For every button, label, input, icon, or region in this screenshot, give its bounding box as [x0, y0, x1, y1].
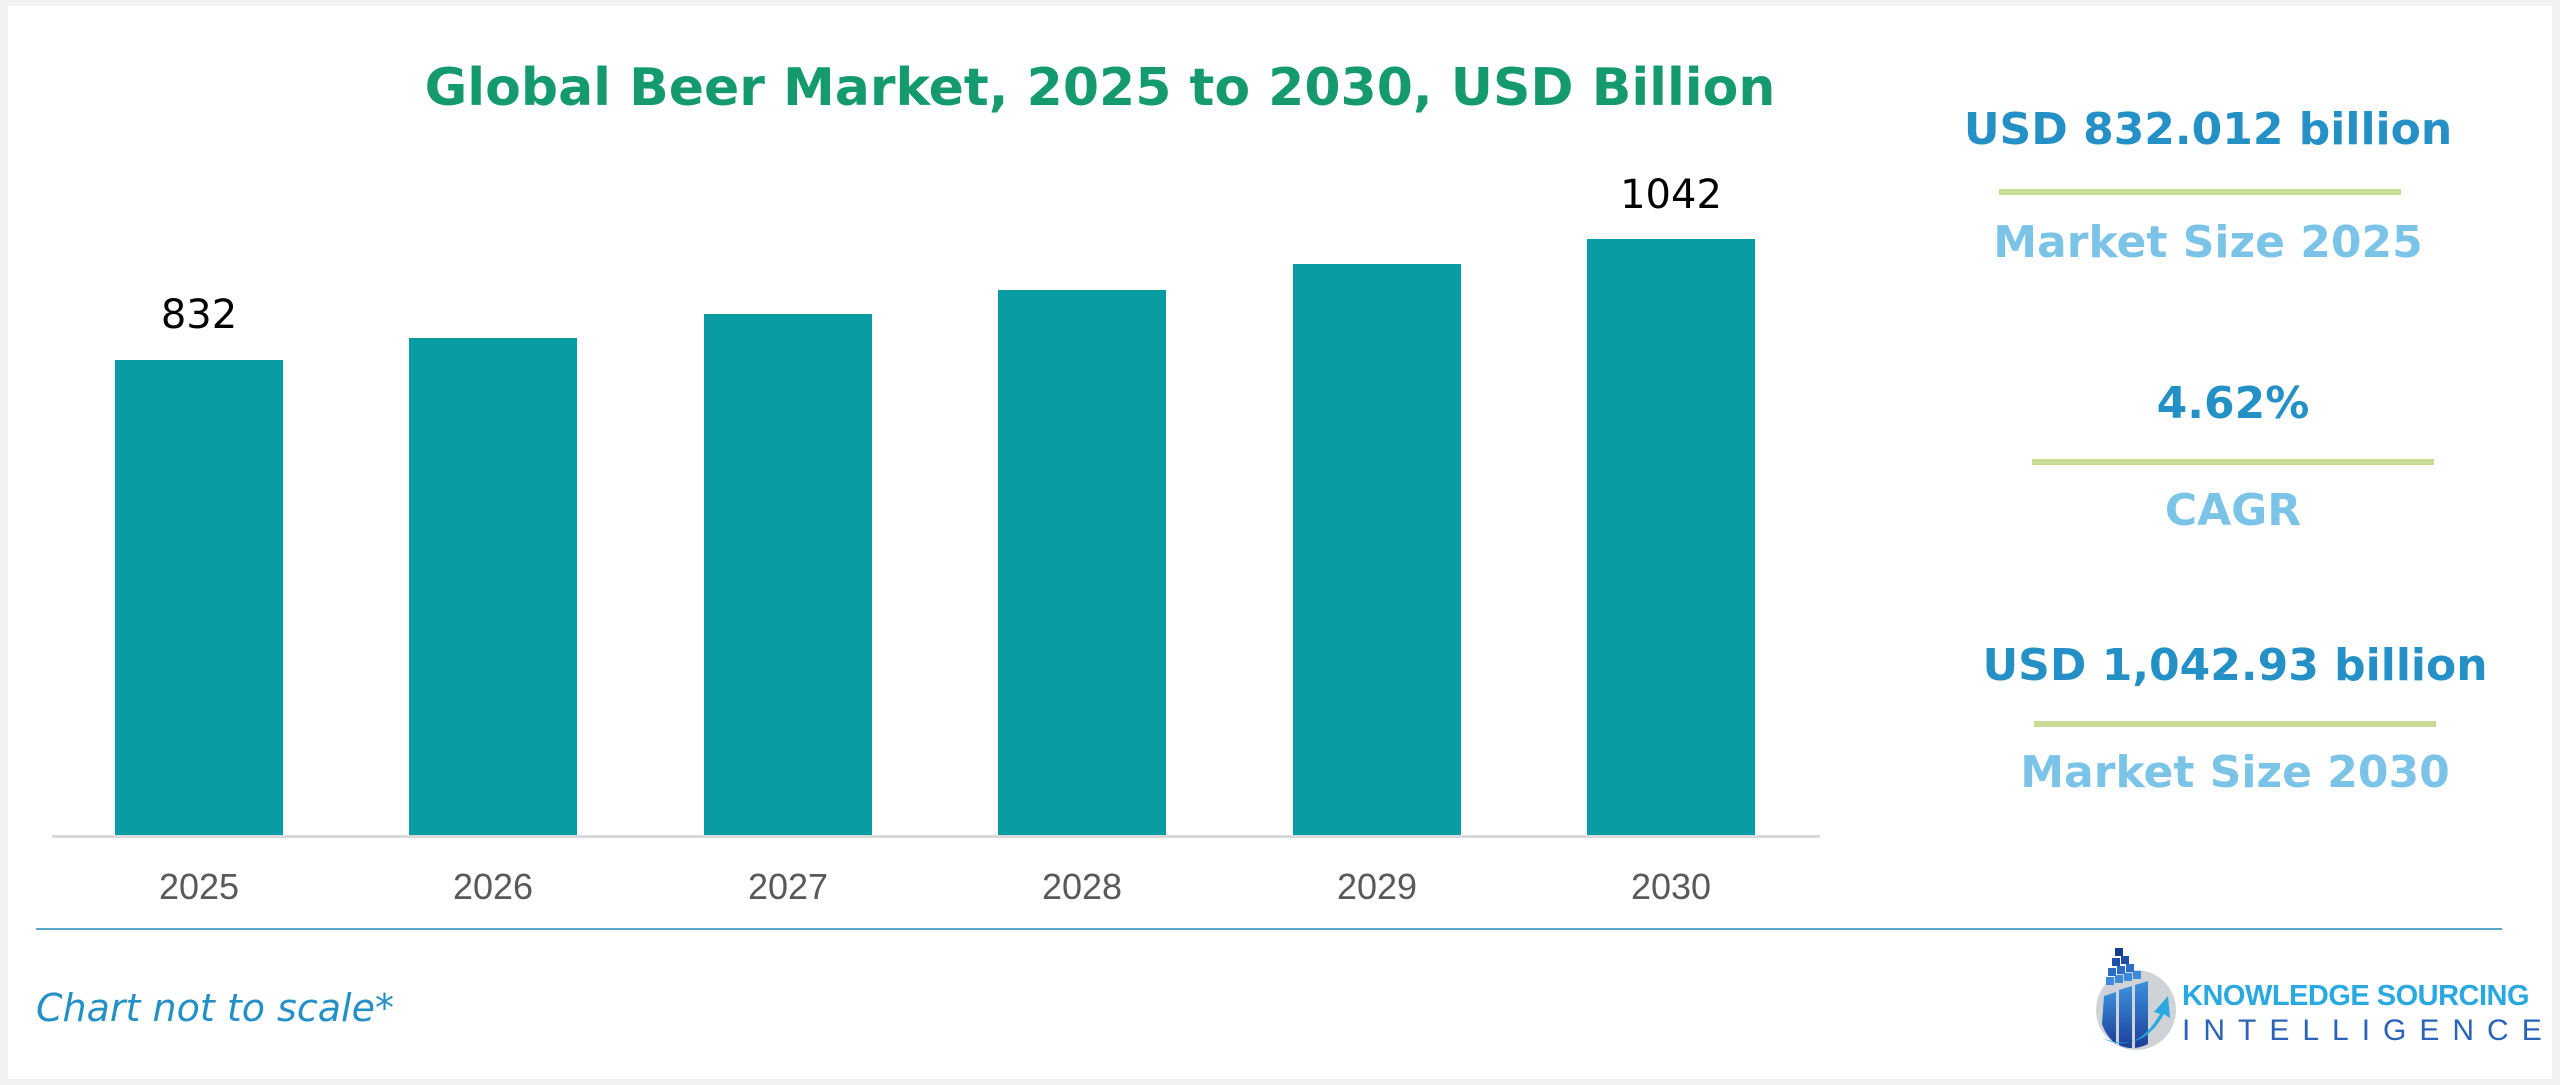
- kpi-cagr: 4.62% CAGR: [1953, 378, 2513, 536]
- kpi-label: CAGR: [2164, 485, 2302, 536]
- company-logo: KNOWLEDGE SOURCING INTELLIGENCE: [2086, 944, 2542, 1054]
- kpi-value: 4.62%: [2156, 378, 2310, 429]
- x-tick-2027: 2027: [747, 866, 829, 907]
- bar-chart: 832 1042 2025 2026 2027 2028 2029 2030: [52, 172, 1820, 907]
- logo-text-line1: KNOWLEDGE SOURCING: [2182, 980, 2530, 1012]
- bar-2029: [1293, 264, 1461, 835]
- chart-note: Chart not to scale*: [36, 986, 394, 1030]
- x-tick-2025: 2025: [158, 866, 240, 907]
- data-label-2025: 832: [160, 292, 238, 338]
- kpi-label: Market Size 2030: [2020, 747, 2450, 798]
- footer-divider: [36, 928, 2502, 930]
- x-tick-2029: 2029: [1336, 866, 1418, 907]
- kpi-value: USD 832.012 billion: [1963, 104, 2453, 155]
- kpi-divider: [1999, 189, 2401, 195]
- x-tick-2030: 2030: [1630, 866, 1712, 907]
- chart-title: Global Beer Market, 2025 to 2030, USD Bi…: [424, 58, 1776, 118]
- bar-2027: [704, 314, 872, 835]
- kpi-divider: [2032, 459, 2434, 465]
- logo-text-line2: INTELLIGENCE: [2182, 1014, 2555, 1047]
- x-tick-2026: 2026: [452, 866, 534, 907]
- kpi-market-size-2030: USD 1,042.93 billion Market Size 2030: [1955, 640, 2515, 798]
- bar-2030: [1587, 239, 1755, 835]
- logo-emblem-icon: [2096, 948, 2176, 1050]
- bar-2026: [409, 338, 577, 835]
- kpi-value: USD 1,042.93 billion: [1982, 640, 2488, 691]
- data-label-2030: 1042: [1620, 172, 1722, 218]
- bar-2028: [998, 290, 1166, 835]
- kpi-market-size-2025: USD 832.012 billion Market Size 2025: [1928, 104, 2488, 268]
- bar-2025: [115, 360, 283, 835]
- kpi-divider: [2034, 721, 2436, 727]
- kpi-label: Market Size 2025: [1993, 217, 2423, 268]
- x-axis-line: [52, 835, 1820, 838]
- x-tick-2028: 2028: [1041, 866, 1123, 907]
